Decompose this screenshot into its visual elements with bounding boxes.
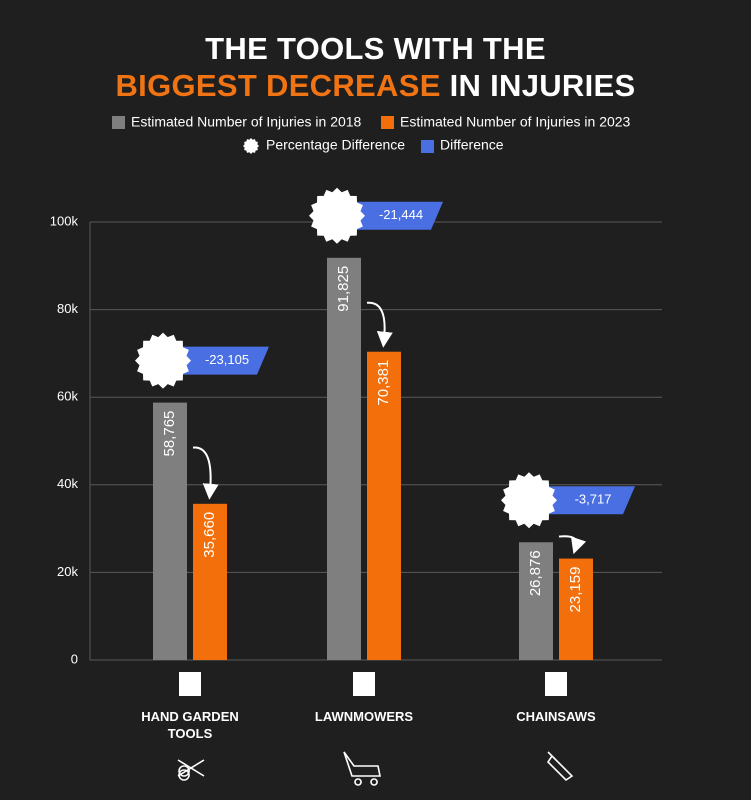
- difference-badge: [529, 486, 635, 515]
- percentage-badge: [309, 187, 365, 244]
- bar: [559, 558, 593, 660]
- category-label: CHAINSAWS: [516, 709, 596, 724]
- data-label: 26,876: [527, 550, 544, 596]
- legend-swatch: [421, 140, 434, 153]
- y-tick-label: 20k: [57, 564, 78, 579]
- percentage-badge: [501, 472, 557, 529]
- category-label: HAND GARDEN TOOLS: [141, 709, 239, 741]
- category-icon: [343, 751, 381, 786]
- legend-label: Percentage Difference: [266, 137, 405, 153]
- rank-box: [353, 672, 375, 696]
- y-tick-label: 60k: [57, 389, 78, 404]
- legend-label: Estimated Number of Injuries in 2018: [131, 114, 362, 130]
- bar: [367, 351, 401, 660]
- difference-label: -23,105: [205, 352, 249, 367]
- rank-box: [179, 672, 201, 696]
- rank-label: 2: [360, 676, 368, 692]
- rank-label: 3: [552, 676, 560, 692]
- difference-label: -21,444: [379, 207, 423, 222]
- data-label: 23,159: [567, 567, 584, 613]
- arrow: [366, 301, 393, 348]
- legend-label: Difference: [440, 137, 504, 153]
- category-label: LAWNMOWERS: [314, 709, 414, 724]
- title-rest: IN INJURIES: [449, 68, 636, 103]
- arrow: [192, 446, 219, 500]
- difference-badge: [337, 201, 443, 230]
- title-line: THE TOOLS WITH THE: [205, 31, 546, 66]
- data-label: 35,660: [201, 512, 218, 558]
- arrow: [558, 535, 587, 555]
- y-tick-label: 100k: [50, 213, 79, 228]
- percentage-label: -30.47%: [317, 210, 358, 222]
- category-icon: [177, 759, 205, 781]
- legend-swatch: [381, 116, 394, 129]
- percentage-badge: [135, 332, 191, 389]
- percentage-label: -64.79%: [143, 355, 184, 367]
- y-tick-label: 80k: [57, 301, 78, 316]
- title-line: BIGGEST DECREASE IN INJURIES: [0, 67, 751, 104]
- bar: [193, 503, 227, 660]
- legend-label: Estimated Number of Injuries in 2023: [400, 114, 631, 130]
- data-label: 58,765: [161, 411, 178, 457]
- title-highlight: BIGGEST DECREASE: [115, 68, 441, 103]
- data-label: 91,825: [335, 266, 352, 312]
- rank-label: 1: [186, 676, 194, 692]
- category-icon: [546, 751, 574, 782]
- difference-label: -3,717: [575, 492, 612, 507]
- rank-box: [545, 672, 567, 696]
- percentage-label: -16.05%: [509, 494, 550, 506]
- legend-swatch: [112, 116, 125, 129]
- bar: [327, 257, 361, 660]
- bar: [153, 402, 187, 660]
- legend-swatch: [243, 138, 259, 154]
- chart-title: THE TOOLS WITH THE BIGGEST DECREASE IN I…: [0, 30, 751, 104]
- y-tick-label: 40k: [57, 476, 78, 491]
- data-label: 70,381: [375, 360, 392, 406]
- y-tick-label: 0: [71, 651, 78, 666]
- bar: [519, 542, 553, 660]
- difference-badge: [163, 346, 269, 375]
